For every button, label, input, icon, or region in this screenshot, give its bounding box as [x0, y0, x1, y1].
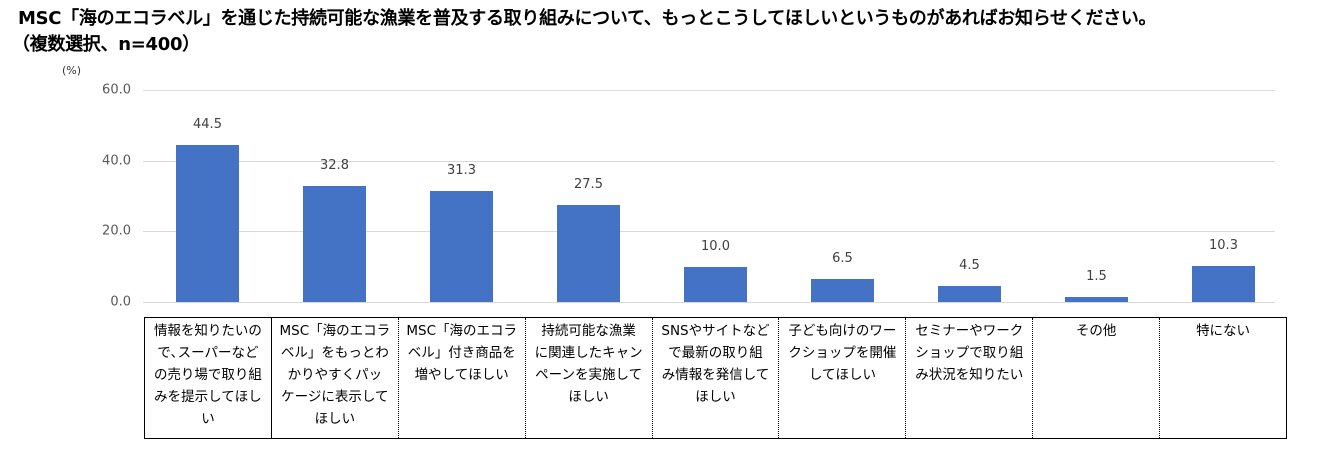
- chart-title-line2: （複数選択、n=400）: [12, 34, 200, 55]
- bar-value-label: 44.5: [193, 116, 222, 132]
- category-label-line: ショップで取り組: [915, 345, 1024, 361]
- chart-title: MSC「海のエコラベル」を通じた持続可能な漁業を普及する取り組みについて、もっと…: [12, 6, 1157, 58]
- bar: [1192, 265, 1255, 302]
- category-label-line: で最新の取り組: [668, 345, 763, 361]
- category-label-line: SNSやサイトなど: [661, 323, 770, 339]
- category-label-line: 子ども向けのワー: [788, 323, 897, 339]
- category-label-line: その他: [1075, 323, 1117, 339]
- category-label-line: ほしい: [314, 411, 356, 427]
- bar: [303, 186, 366, 302]
- bar: [1065, 296, 1128, 302]
- category-label-line: してほしい: [808, 367, 876, 383]
- bar-value-label: 6.5: [832, 251, 853, 267]
- category-label-line: 特にない: [1196, 323, 1251, 339]
- category-label-cell: その他: [1032, 318, 1159, 438]
- gridline: [143, 160, 1275, 162]
- bar: [938, 286, 1001, 302]
- bar: [811, 279, 874, 302]
- category-label-line: ケージに表示して: [281, 389, 389, 405]
- gridline: [143, 231, 1275, 233]
- bar-value-label: 27.5: [574, 176, 603, 192]
- y-tick-label: 0.0: [110, 294, 131, 310]
- bar-value-label: 32.8: [320, 158, 349, 174]
- category-label-table: 情報を知りたいの で､スーパーなど の売り場で取り組 みを提示してほしい MSC「海のエ…: [144, 317, 1287, 439]
- y-axis-unit: (%): [62, 64, 82, 77]
- category-label-cell: MSC「海のエコラ ベル」をもっとわ かりやすくパッ ケージに表示して ほしい: [270, 318, 398, 438]
- category-label-cell: 子ども向けのワー クショップを開催 してほしい: [778, 318, 905, 438]
- category-label-line: クショップを開催: [788, 345, 897, 361]
- category-label-line: ベル」付き商品を: [407, 345, 516, 361]
- plot-area: 0.0 20.0 40.0 60.0 44.5 32.8 31.3 27.5 10.0 6.5 4.…: [102, 83, 1275, 310]
- y-tick-label: 60.0: [102, 82, 131, 98]
- gridline: [143, 90, 1275, 91]
- category-label-line: かりやすくパッ: [287, 367, 383, 383]
- category-label-cell: セミナーやワーク ショップで取り組 み状況を知りたい: [905, 318, 1032, 438]
- category-label-line: ベル」をもっとわ: [280, 345, 389, 361]
- bar-value-label: 10.3: [1209, 237, 1238, 253]
- category-label-line: MSC「海のエコラ: [406, 323, 518, 339]
- category-label-line: ほしい: [568, 389, 609, 405]
- chart-title-line1: MSC「海のエコラベル」を通じた持続可能な漁業を普及する取り組みについて、もっと…: [18, 8, 1157, 29]
- category-label-line: の売り場で取り組: [153, 367, 262, 383]
- bar-value-label: 4.5: [959, 258, 980, 274]
- category-label-cell: 特にない: [1159, 318, 1286, 438]
- bar-value-label: 1.5: [1086, 268, 1107, 284]
- category-label-line: 情報を知りたいの: [153, 323, 262, 339]
- y-tick-label: 40.0: [102, 153, 131, 169]
- gridline: [143, 302, 1275, 303]
- category-label-line: ペーンを実施して: [535, 367, 643, 383]
- category-label-line: に関連したキャン: [534, 345, 643, 361]
- category-label-cell: MSC「海のエコラ ベル」付き商品を 増やしてほしい: [397, 318, 525, 438]
- y-tick-label: 20.0: [102, 223, 131, 239]
- bar-value-label: 10.0: [701, 238, 730, 254]
- bar-value-label: 31.3: [447, 163, 476, 179]
- category-label-line: 増やしてほしい: [414, 367, 509, 383]
- category-label-cell: 持続可能な漁業 に関連したキャン ペーンを実施して ほしい: [524, 318, 652, 438]
- category-label-line: セミナーやワーク: [915, 323, 1024, 339]
- category-label-line: みを提示してほし: [154, 389, 262, 405]
- category-label-line: み状況を知りたい: [915, 367, 1024, 383]
- bar: [684, 266, 747, 302]
- category-label-line: MSC「海のエコラ: [279, 323, 391, 339]
- category-label-line: ほしい: [695, 389, 736, 405]
- bar: [176, 144, 239, 302]
- category-label-line: 持続可能な漁業: [541, 323, 636, 339]
- bar: [430, 191, 493, 302]
- bar: [557, 204, 620, 302]
- category-label-line: み情報を発信して: [661, 367, 770, 383]
- category-label-cell: 情報を知りたいの で､スーパーなど の売り場で取り組 みを提示してほしい: [145, 318, 271, 438]
- category-label-line: い: [201, 411, 215, 427]
- category-label-line: で､スーパーなど: [157, 345, 259, 361]
- category-label-cell: SNSやサイトなど で最新の取り組 み情報を発信して ほしい: [651, 318, 779, 438]
